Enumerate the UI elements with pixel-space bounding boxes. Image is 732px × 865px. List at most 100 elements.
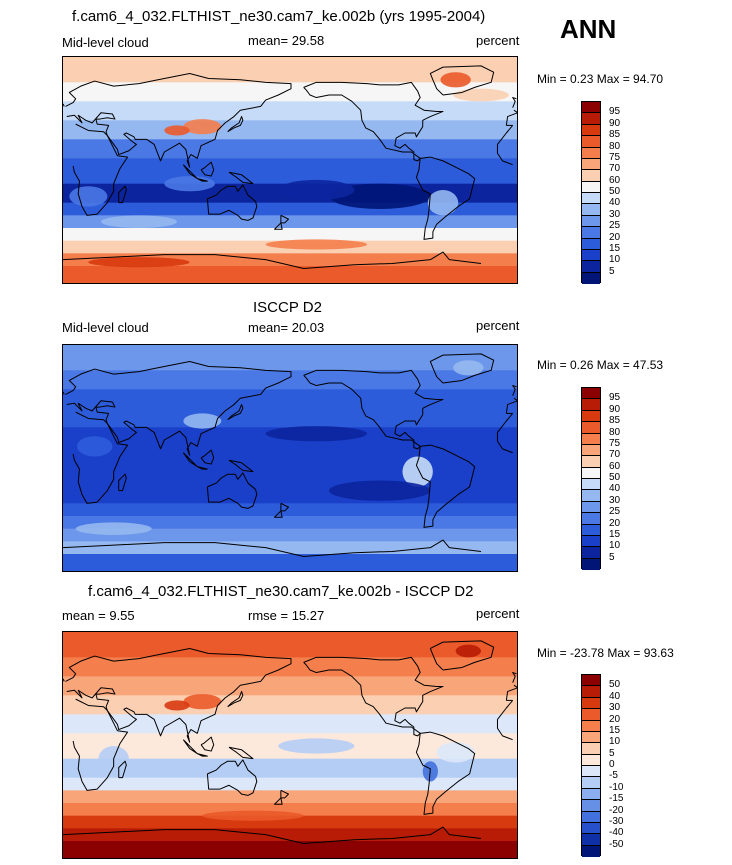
colorbar-level-label: 25 (609, 506, 621, 518)
colorbar-swatch (582, 158, 600, 171)
panel-3-colorbar (581, 674, 601, 857)
colorbar-swatch (582, 811, 600, 823)
colorbar-level-label: 70 (609, 163, 621, 175)
colorbar-level-label: 10 (609, 540, 621, 552)
colorbar-swatch (582, 547, 600, 559)
colorbar-level-label: 40 (609, 197, 621, 209)
colorbar-swatch (582, 490, 600, 502)
season-label: ANN (560, 14, 617, 44)
panel-3-minmax: Min = -23.78 Max = 93.63 (537, 646, 674, 660)
colorbar-level-label: 85 (609, 415, 621, 427)
colorbar-swatch (582, 399, 600, 411)
colorbar-level-label: -10 (609, 781, 624, 793)
colorbar-swatch (582, 147, 600, 159)
colorbar-level-label: 70 (609, 449, 621, 461)
panel-2-units-label: percent (476, 318, 520, 333)
panel-1-units-label: percent (476, 33, 520, 48)
colorbar-level-label: 50 (609, 679, 621, 691)
colorbar-swatch (582, 181, 600, 193)
colorbar-swatch (582, 170, 600, 182)
colorbar-swatch (582, 834, 600, 846)
colorbar-swatch (582, 822, 600, 835)
colorbar-level-label: 40 (609, 690, 621, 702)
colorbar-level-label: -15 (609, 793, 624, 805)
colorbar-swatch (582, 720, 600, 732)
panel-1-map (62, 56, 518, 284)
colorbar-level-label: -50 (609, 838, 624, 850)
colorbar-level-label: 80 (609, 140, 621, 152)
colorbar-swatch (582, 215, 600, 228)
colorbar-swatch (582, 731, 600, 744)
colorbar-level-label: 80 (609, 426, 621, 438)
colorbar-swatch (582, 535, 600, 548)
colorbar-swatch (582, 513, 600, 525)
colorbar-swatch (582, 261, 600, 273)
colorbar-swatch (582, 193, 600, 205)
colorbar-swatch (582, 754, 600, 766)
colorbar-swatch (582, 102, 600, 114)
colorbar-swatch (582, 524, 600, 536)
colorbar-level-label: 10 (609, 254, 621, 266)
colorbar-level-label: 75 (609, 151, 621, 163)
colorbar-swatch (582, 456, 600, 468)
colorbar-swatch (582, 766, 600, 778)
colorbar-swatch (582, 113, 600, 125)
colorbar-level-label: 95 (609, 392, 621, 404)
colorbar-swatch (582, 697, 600, 710)
colorbar-level-label: 25 (609, 220, 621, 232)
colorbar-swatch (582, 686, 600, 698)
colorbar-level-label: 30 (609, 494, 621, 506)
colorbar-level-label: 15 (609, 528, 621, 540)
panel-3-rmse-label: rmse = 15.27 (248, 608, 325, 623)
panel-2-left-label: Mid-level cloud (62, 320, 149, 335)
panel-3-title: f.cam6_4_032.FLTHIST_ne30.cam7_ke.002b -… (88, 583, 474, 600)
colorbar-swatch (582, 272, 600, 284)
colorbar-level-label: 20 (609, 517, 621, 529)
colorbar-level-label: 40 (609, 483, 621, 495)
colorbar-swatch (582, 709, 600, 721)
panel-1-colorbar (581, 101, 601, 284)
colorbar-level-label: 90 (609, 403, 621, 415)
colorbar-level-label: 0 (609, 759, 615, 770)
panel-2-map (62, 344, 518, 572)
colorbar-level-label: -20 (609, 804, 624, 816)
colorbar-level-label: 20 (609, 713, 621, 725)
panel-1-mean-label: mean= 29.58 (248, 33, 325, 48)
colorbar-level-label: 5 (609, 747, 615, 759)
colorbar-swatch (582, 388, 600, 400)
colorbar-swatch (582, 777, 600, 789)
colorbar-swatch (582, 467, 600, 479)
panel-3-mean-label: mean = 9.55 (62, 608, 135, 623)
colorbar-level-label: 50 (609, 472, 621, 483)
colorbar-swatch (582, 444, 600, 457)
colorbar-swatch (582, 227, 600, 239)
colorbar-level-label: 60 (609, 460, 621, 472)
colorbar-swatch (582, 845, 600, 857)
panel-1-minmax: Min = 0.23 Max = 94.70 (537, 72, 664, 86)
colorbar-level-label: 15 (609, 242, 621, 254)
colorbar-level-label: 50 (609, 186, 621, 197)
colorbar-level-label: 90 (609, 117, 621, 129)
panel-1-left-label: Mid-level cloud (62, 35, 149, 50)
colorbar-swatch (582, 124, 600, 137)
colorbar-level-label: 85 (609, 129, 621, 141)
colorbar-swatch (582, 558, 600, 570)
colorbar-swatch (582, 410, 600, 423)
panel-2-title: ISCCP D2 (253, 299, 322, 316)
colorbar-swatch (582, 136, 600, 148)
colorbar-level-label: 15 (609, 724, 621, 736)
colorbar-level-label: 30 (609, 208, 621, 220)
colorbar-swatch (582, 422, 600, 434)
colorbar-level-label: -40 (609, 827, 624, 839)
colorbar-swatch (582, 204, 600, 216)
colorbar-swatch (582, 433, 600, 445)
colorbar-swatch (582, 743, 600, 755)
colorbar-level-label: 10 (609, 736, 621, 748)
colorbar-level-label: 5 (609, 551, 615, 563)
colorbar-level-label: 30 (609, 702, 621, 714)
panel-3-units-label: percent (476, 606, 520, 621)
colorbar-swatch (582, 238, 600, 250)
colorbar-level-label: 95 (609, 106, 621, 118)
panel-1-title: f.cam6_4_032.FLTHIST_ne30.cam7_ke.002b (… (72, 8, 486, 25)
panel-2-mean-label: mean= 20.03 (248, 320, 325, 335)
